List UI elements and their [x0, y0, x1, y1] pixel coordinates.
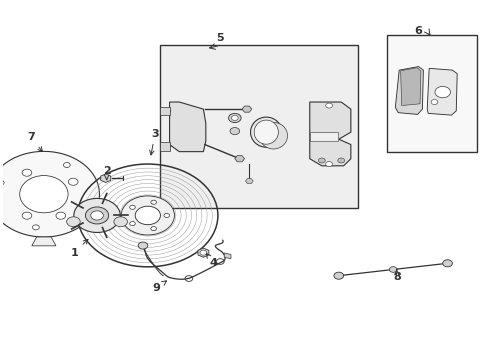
- Bar: [386, 35, 476, 152]
- Circle shape: [68, 178, 78, 185]
- Bar: [309, 132, 338, 141]
- Polygon shape: [242, 106, 251, 112]
- Bar: [160, 45, 357, 208]
- Text: 7: 7: [27, 132, 42, 152]
- Circle shape: [91, 211, 103, 220]
- Polygon shape: [234, 156, 244, 162]
- Circle shape: [200, 250, 206, 255]
- Bar: [160, 107, 169, 115]
- Polygon shape: [74, 198, 120, 233]
- Text: 9: 9: [152, 281, 166, 293]
- Circle shape: [231, 116, 238, 121]
- Circle shape: [32, 225, 39, 230]
- Text: 8: 8: [392, 270, 400, 283]
- Text: 3: 3: [149, 129, 159, 155]
- Circle shape: [129, 205, 135, 210]
- Ellipse shape: [254, 120, 278, 144]
- Text: 1: 1: [70, 239, 88, 258]
- Bar: [160, 142, 169, 150]
- Polygon shape: [101, 174, 111, 183]
- Circle shape: [325, 103, 332, 108]
- Text: 5: 5: [216, 33, 224, 43]
- Circle shape: [442, 260, 451, 267]
- Polygon shape: [169, 102, 205, 152]
- Circle shape: [434, 86, 449, 98]
- Circle shape: [85, 207, 108, 224]
- Circle shape: [228, 113, 241, 123]
- Circle shape: [388, 267, 396, 272]
- Circle shape: [121, 196, 174, 235]
- Circle shape: [333, 272, 343, 279]
- Polygon shape: [309, 102, 350, 166]
- Polygon shape: [245, 179, 253, 184]
- Ellipse shape: [250, 117, 282, 147]
- Circle shape: [430, 100, 437, 104]
- Polygon shape: [394, 67, 423, 114]
- Text: 2: 2: [102, 166, 110, 180]
- Polygon shape: [427, 68, 456, 115]
- Polygon shape: [400, 68, 420, 105]
- Text: 4: 4: [206, 253, 217, 267]
- Polygon shape: [198, 248, 208, 257]
- Circle shape: [56, 212, 65, 219]
- Circle shape: [337, 158, 344, 163]
- Ellipse shape: [20, 176, 68, 213]
- Circle shape: [129, 221, 135, 226]
- Circle shape: [150, 226, 156, 231]
- Circle shape: [135, 206, 160, 225]
- Ellipse shape: [259, 122, 287, 149]
- Circle shape: [150, 200, 156, 204]
- Circle shape: [0, 180, 4, 185]
- Circle shape: [63, 162, 70, 167]
- Circle shape: [163, 213, 169, 217]
- Circle shape: [318, 158, 325, 163]
- Circle shape: [114, 217, 127, 227]
- Circle shape: [22, 212, 32, 219]
- Circle shape: [229, 127, 239, 135]
- Circle shape: [325, 162, 332, 167]
- Polygon shape: [32, 237, 56, 246]
- Polygon shape: [224, 253, 230, 259]
- Polygon shape: [0, 151, 99, 237]
- Circle shape: [22, 169, 32, 176]
- Text: 6: 6: [414, 26, 422, 36]
- Circle shape: [138, 242, 147, 249]
- Circle shape: [66, 217, 80, 227]
